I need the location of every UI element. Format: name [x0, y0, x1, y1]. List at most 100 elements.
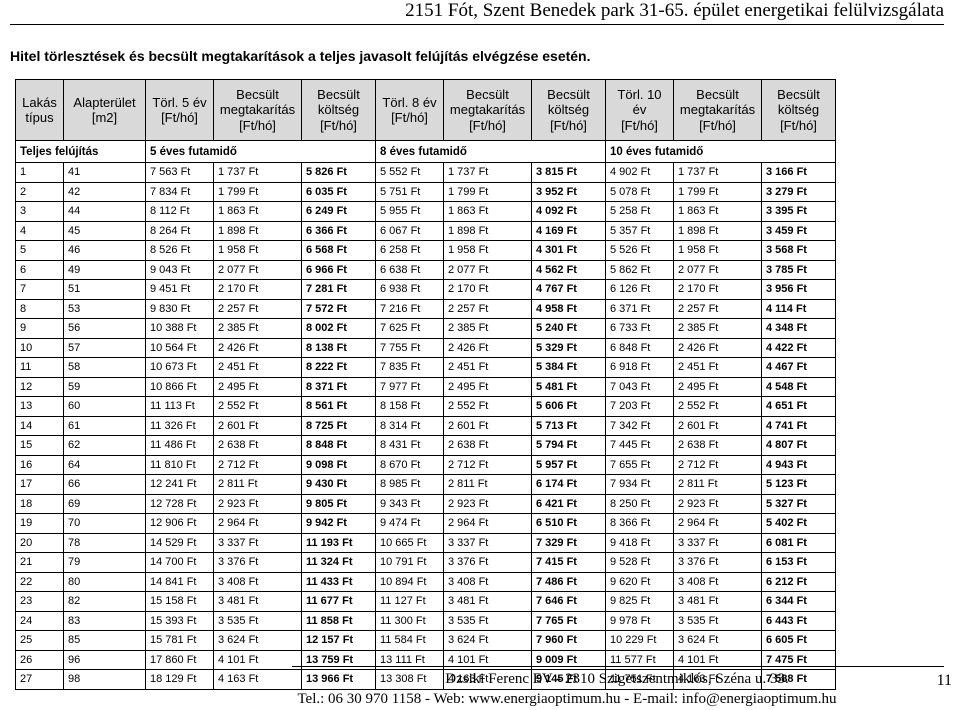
col-floor-area-cell: 41 — [63, 162, 146, 183]
col-savings-8y-cell: 3 481 Ft — [443, 591, 532, 612]
col-cost-5y-cell: 6 035 Ft — [301, 181, 376, 202]
col-repay-10y-cell: 7 043 Ft — [605, 376, 674, 397]
header-line: Becsült — [777, 86, 820, 102]
table-row: 5 46 8 526 Ft 1 958 Ft 6 568 Ft 6 258 Ft 1 958… — [15, 240, 836, 261]
period-label: Teljes felújítás — [15, 140, 146, 163]
col-floor-area-cell: 49 — [63, 259, 146, 280]
col-cost-10y-cell: 4 422 Ft — [761, 337, 836, 358]
col-savings-5y-cell: 3 337 Ft — [213, 532, 302, 553]
col-savings-8y-cell: 2 923 Ft — [443, 493, 532, 514]
col-apartment-type-cell: 27 — [15, 669, 64, 690]
col-floor-area-cell: 64 — [63, 454, 146, 475]
col-savings-5y-cell: 2 385 Ft — [213, 318, 302, 339]
table-row: 4 45 8 264 Ft 1 898 Ft 6 366 Ft 6 067 Ft 1 898… — [15, 220, 836, 241]
header-line: [Ft/hó] — [550, 117, 587, 133]
col-apartment-type-cell: 3 — [15, 201, 64, 222]
col-apartment-type-cell: 19 — [15, 513, 64, 534]
col-cost-10y-cell: 6 153 Ft — [761, 552, 836, 573]
table-body: Teljes felújítás 5 éves futamidő 8 éves … — [15, 140, 836, 690]
col-savings-10y-cell: 2 964 Ft — [673, 513, 762, 534]
header-line: Becsült — [466, 86, 509, 102]
period-10-years: 10 éves futamidő — [605, 140, 836, 163]
col-repay-5y-cell: 14 841 Ft — [145, 571, 214, 592]
col-cost-8y-cell: 7 486 Ft — [531, 571, 606, 592]
table-row: 6 49 9 043 Ft 2 077 Ft 6 966 Ft 6 638 Ft 2 077… — [15, 259, 836, 280]
col-cost-10y-cell: 5 123 Ft — [761, 474, 836, 495]
col-cost-5y-cell: 6 249 Ft — [301, 201, 376, 222]
col-floor-area-cell: 60 — [63, 396, 146, 417]
col-savings-10y-cell: 1 737 Ft — [673, 162, 762, 183]
col-apartment-type-cell: 25 — [15, 630, 64, 651]
footer-divider — [292, 666, 944, 667]
col-cost-8y-cell: 4 169 Ft — [531, 220, 606, 241]
col-cost-10y-cell: 4 348 Ft — [761, 318, 836, 339]
col-repay-8y-cell: 6 258 Ft — [375, 240, 444, 261]
table-row: 22 80 14 841 Ft 3 408 Ft 11 433 Ft 10 894 Ft 3… — [15, 571, 836, 592]
col-cost-10y-cell: 3 166 Ft — [761, 162, 836, 183]
table-header: Lakás típus Alapterület [m2] Törl. 5 év [Ft/h… — [15, 79, 836, 141]
col-cost-10y-cell: 3 956 Ft — [761, 279, 836, 300]
col-apartment-type-cell: 22 — [15, 571, 64, 592]
col-savings-10y-cell: 3 535 Ft — [673, 610, 762, 631]
col-floor-area-cell: 79 — [63, 552, 146, 573]
header-line: költség — [317, 102, 360, 118]
col-savings-8y-header: Becsült megtakarítás [Ft/hó] — [443, 79, 532, 141]
col-savings-10y-cell: 2 638 Ft — [673, 435, 762, 456]
col-repay-10y-cell: 5 526 Ft — [605, 240, 674, 261]
col-cost-8y-cell: 4 562 Ft — [531, 259, 606, 280]
col-apartment-type-cell: 17 — [15, 474, 64, 495]
col-savings-8y-cell: 3 535 Ft — [443, 610, 532, 631]
col-floor-area-cell: 82 — [63, 591, 146, 612]
col-repay-8y-cell: 8 985 Ft — [375, 474, 444, 495]
col-repay-8y-cell: 11 300 Ft — [375, 610, 444, 631]
col-floor-area-cell: 62 — [63, 435, 146, 456]
table-row: 3 44 8 112 Ft 1 863 Ft 6 249 Ft 5 955 Ft 1 863… — [15, 201, 836, 222]
col-cost-8y-cell: 5 384 Ft — [531, 357, 606, 378]
col-repay-10y-cell: 11 751 Ft — [605, 669, 674, 690]
col-floor-area-cell: 70 — [63, 513, 146, 534]
col-repay-10y-cell: 7 342 Ft — [605, 415, 674, 436]
table-row: 16 64 11 810 Ft 2 712 Ft 9 098 Ft 8 670 Ft 2 7… — [15, 454, 836, 475]
header-line: költség — [547, 102, 590, 118]
header-line: Becsült — [696, 86, 739, 102]
col-savings-10y-cell: 2 257 Ft — [673, 298, 762, 319]
table-row: 8 53 9 830 Ft 2 257 Ft 7 572 Ft 7 216 Ft 2 257… — [15, 298, 836, 319]
col-floor-area-cell: 53 — [63, 298, 146, 319]
col-cost-8y-cell: 7 415 Ft — [531, 552, 606, 573]
col-cost-8y-cell: 3 815 Ft — [531, 162, 606, 183]
col-cost-5y-cell: 8 725 Ft — [301, 415, 376, 436]
col-cost-8y-cell: 4 767 Ft — [531, 279, 606, 300]
col-savings-10y-cell: 2 712 Ft — [673, 454, 762, 475]
col-cost-5y-cell: 6 568 Ft — [301, 240, 376, 261]
col-savings-10y-cell: 1 958 Ft — [673, 240, 762, 261]
col-repay-5y-cell: 10 866 Ft — [145, 376, 214, 397]
col-savings-5y-cell: 4 101 Ft — [213, 649, 302, 670]
col-repay-8y-cell: 7 625 Ft — [375, 318, 444, 339]
col-apartment-type-cell: 18 — [15, 493, 64, 514]
col-cost-5y-cell: 9 805 Ft — [301, 493, 376, 514]
col-floor-area-cell: 96 — [63, 649, 146, 670]
col-repay-5y-cell: 9 830 Ft — [145, 298, 214, 319]
col-repay-8y-cell: 13 308 Ft — [375, 669, 444, 690]
header-line: Törl. 10 — [617, 86, 662, 102]
col-savings-10y-cell: 3 337 Ft — [673, 532, 762, 553]
col-repay-10y-header: Törl. 10 év [Ft/hó] — [605, 79, 674, 141]
col-savings-8y-cell: 2 552 Ft — [443, 396, 532, 417]
col-cost-8y-cell: 3 952 Ft — [531, 181, 606, 202]
table-row: 26 96 17 860 Ft 4 101 Ft 13 759 Ft 13 111 Ft 4… — [15, 649, 836, 670]
col-repay-10y-cell: 5 258 Ft — [605, 201, 674, 222]
col-savings-10y-cell: 2 451 Ft — [673, 357, 762, 378]
header-line: Törl. 5 év — [152, 94, 207, 110]
col-repay-8y-cell: 6 067 Ft — [375, 220, 444, 241]
col-cost-10y-cell: 6 344 Ft — [761, 591, 836, 612]
col-repay-10y-cell: 7 934 Ft — [605, 474, 674, 495]
col-savings-10y-cell: 3 481 Ft — [673, 591, 762, 612]
col-cost-5y-cell: 11 858 Ft — [301, 610, 376, 631]
col-apartment-type-cell: 9 — [15, 318, 64, 339]
col-cost-10y-cell: 3 395 Ft — [761, 201, 836, 222]
col-repay-8y-cell: 10 791 Ft — [375, 552, 444, 573]
col-savings-5y-cell: 2 257 Ft — [213, 298, 302, 319]
col-savings-5y-cell: 2 077 Ft — [213, 259, 302, 280]
col-savings-10y-cell: 3 624 Ft — [673, 630, 762, 651]
header-line: [Ft/hó] — [621, 117, 658, 133]
